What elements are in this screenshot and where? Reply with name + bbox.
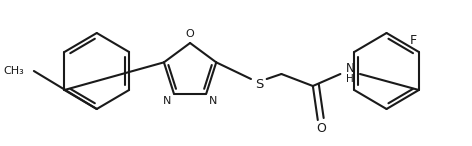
Text: O: O [316,122,326,135]
Text: N: N [346,62,354,75]
Text: F: F [409,33,416,46]
Text: CH₃: CH₃ [3,66,24,76]
Text: N: N [163,96,171,106]
Text: H: H [346,74,354,84]
Text: O: O [185,29,194,39]
Text: S: S [255,78,263,91]
Text: N: N [209,96,217,106]
